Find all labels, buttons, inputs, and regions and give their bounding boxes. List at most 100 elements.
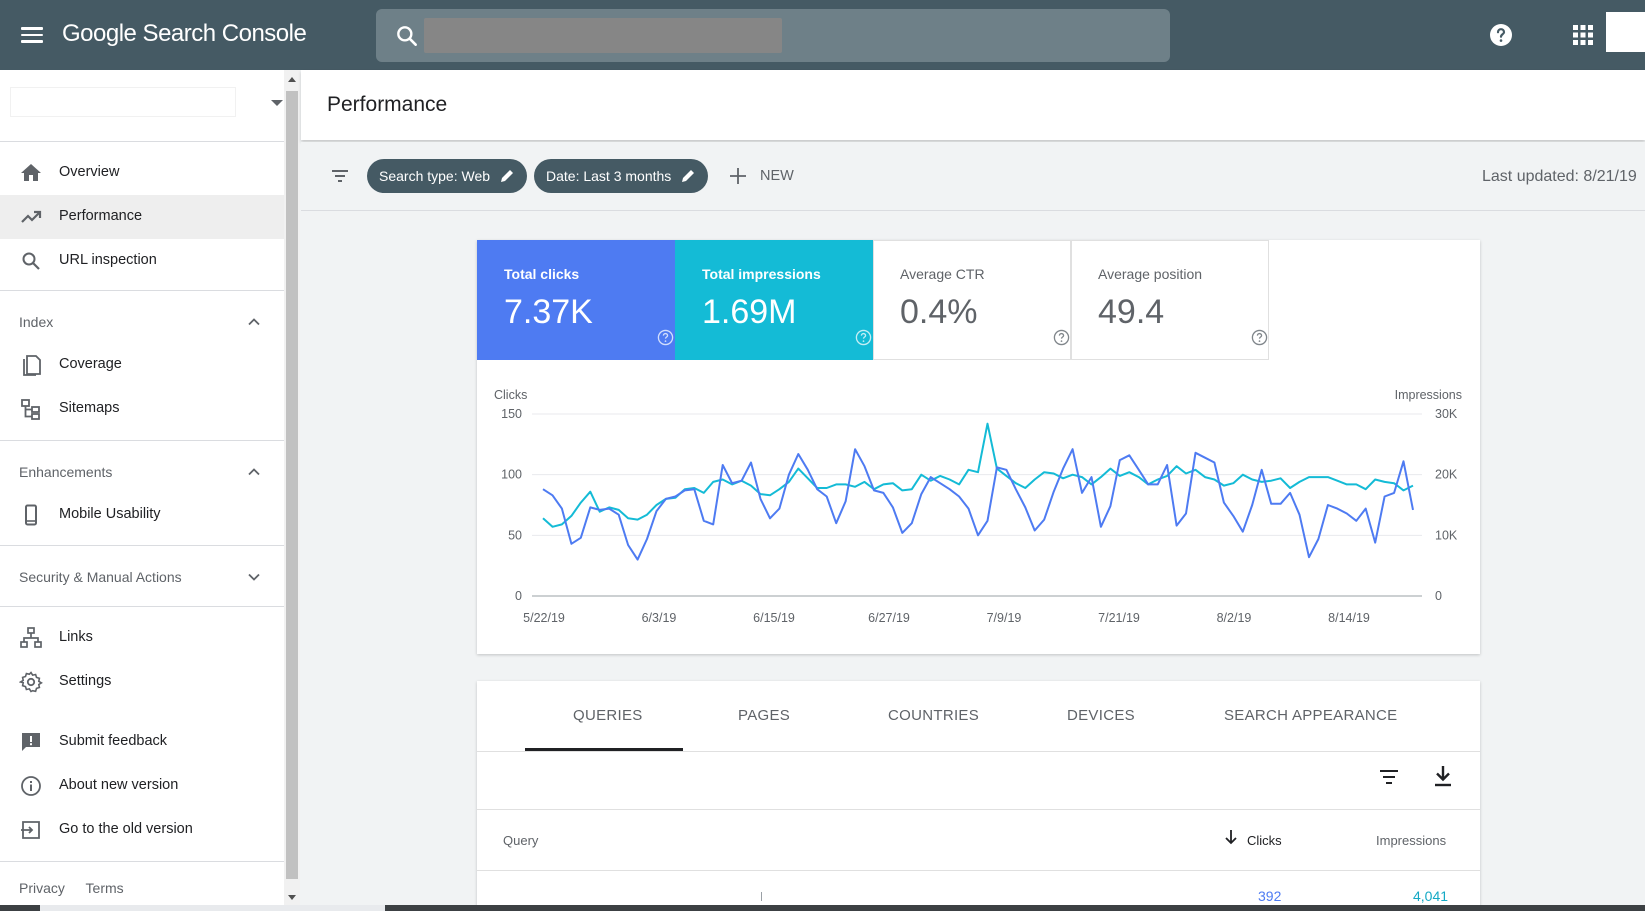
tab-pages[interactable]: PAGES (738, 707, 791, 724)
sidebar-item-submit-feedback[interactable]: Submit feedback (0, 720, 284, 764)
metric-total-impressions[interactable]: Total impressions 1.69M (675, 240, 873, 360)
sidebar-item-about-new-version[interactable]: About new version (0, 764, 284, 808)
product-logo[interactable]: Google Search Console (62, 20, 307, 48)
privacy-link[interactable]: Privacy (19, 880, 65, 896)
metric-average-ctr[interactable]: Average CTR 0.4% (873, 240, 1071, 360)
help-outline-icon[interactable] (855, 329, 872, 346)
sidebar-item-url-inspection[interactable]: URL inspection (0, 239, 284, 283)
help-outline-icon[interactable] (1251, 329, 1268, 346)
page-title: Performance (327, 93, 448, 116)
info-icon (21, 776, 41, 796)
phone-icon (25, 504, 37, 526)
download-icon[interactable] (1432, 764, 1454, 788)
sidebar-item-sitemaps[interactable]: Sitemaps (0, 387, 284, 431)
y-tick-label: 50 (508, 528, 522, 542)
column-header-clicks[interactable]: Clicks (1247, 833, 1282, 848)
sidebar-item-mobile-usability[interactable]: Mobile Usability (0, 493, 284, 537)
column-header-query[interactable]: Query (503, 833, 539, 848)
chip-label: Date: Last 3 months (546, 168, 672, 184)
sidebar-item-label: Submit feedback (59, 733, 168, 749)
metric-value: 7.37K (504, 293, 593, 331)
metric-label: Average CTR (900, 266, 985, 282)
sidebar-item-overview[interactable]: Overview (0, 151, 284, 195)
column-header-impressions[interactable]: Impressions (1376, 833, 1447, 848)
sidebar-scroll-thumb[interactable] (286, 91, 298, 879)
plus-icon (730, 168, 746, 184)
tab-devices[interactable]: DEVICES (1067, 707, 1135, 724)
series-line-clicks[interactable] (542, 448, 1414, 561)
scroll-down-arrow[interactable] (288, 895, 296, 900)
links-icon (20, 627, 42, 648)
date-filter-chip[interactable]: Date: Last 3 months (534, 159, 709, 193)
metric-average-position[interactable]: Average position 49.4 (1071, 240, 1269, 360)
chevron-down-icon[interactable] (271, 100, 283, 106)
sidebar-item-label: Coverage (59, 356, 122, 372)
last-updated-text: Last updated: 8/21/19 (1482, 168, 1637, 185)
sidebar-item-label: Overview (59, 164, 120, 180)
row-clicks-value: 392 (1258, 888, 1282, 904)
property-selector[interactable] (10, 87, 236, 117)
search-type-filter-chip[interactable]: Search type: Web (367, 159, 528, 193)
chevron-up-icon[interactable] (247, 465, 261, 479)
sidebar-footer: Privacy Terms (19, 880, 141, 896)
search-query-redacted (424, 18, 782, 53)
metric-value: 0.4% (900, 293, 978, 331)
scroll-up-arrow[interactable] (288, 77, 296, 82)
sidebar-divider (0, 290, 284, 291)
metric-value: 1.69M (702, 293, 797, 331)
sidebar-item-performance[interactable]: Performance (0, 195, 284, 239)
new-filter-button[interactable]: NEW (728, 166, 794, 186)
apps-grid-icon[interactable] (1572, 24, 1594, 46)
bottom-taskbar (0, 905, 1645, 911)
sidebar-divider (0, 141, 284, 142)
chip-label: Search type: Web (379, 168, 491, 184)
section-security-heading[interactable]: Security & Manual Actions (19, 569, 182, 585)
x-tick-label: 8/2/19 (1217, 611, 1252, 625)
sidebar-divider (0, 861, 284, 862)
gear-icon (19, 671, 43, 693)
series-line-impressions[interactable] (542, 422, 1414, 528)
sidebar-item-links[interactable]: Links (0, 616, 284, 660)
chevron-down-icon[interactable] (247, 570, 261, 584)
account-avatar[interactable] (1606, 12, 1645, 52)
sidebar-item-label: Links (59, 629, 93, 645)
hamburger-icon[interactable] (20, 23, 44, 47)
taskbar-segment (40, 905, 385, 911)
chevron-up-icon[interactable] (247, 315, 261, 329)
row-impressions-value: 4,041 (1413, 888, 1449, 904)
filter-icon[interactable] (330, 166, 350, 186)
new-filter-label: NEW (760, 168, 794, 184)
right-axis-title: Impressions (1395, 388, 1462, 402)
terms-link[interactable]: Terms (85, 880, 124, 896)
data-table-card (477, 681, 1480, 911)
trending-up-icon (21, 210, 42, 223)
section-enhancements-heading[interactable]: Enhancements (19, 464, 113, 480)
home-icon (21, 164, 41, 181)
x-tick-label: 7/9/19 (987, 611, 1022, 625)
tab-search-appearance[interactable]: SEARCH APPEARANCE (1224, 707, 1398, 724)
sidebar-item-old-version[interactable]: Go to the old version (0, 808, 284, 852)
sidebar-item-settings[interactable]: Settings (0, 660, 284, 704)
tab-queries[interactable]: QUERIES (573, 707, 643, 724)
sidebar-divider (0, 606, 284, 607)
query-text-redacted (761, 892, 762, 901)
y-tick-label: 150 (501, 407, 522, 421)
help-outline-icon[interactable] (657, 329, 674, 346)
help-icon[interactable] (1489, 23, 1513, 47)
sort-desc-arrow-icon[interactable] (1224, 829, 1238, 845)
sidebar-item-coverage[interactable]: Coverage (0, 343, 284, 387)
coverage-icon (23, 355, 41, 376)
metric-label: Total impressions (702, 266, 821, 282)
left-axis-title: Clicks (494, 388, 527, 402)
table-filter-icon[interactable] (1378, 766, 1400, 788)
y-tick-label: 100 (501, 468, 522, 482)
help-outline-icon[interactable] (1053, 329, 1070, 346)
search-input[interactable] (376, 9, 1170, 62)
y2-tick-label: 10K (1435, 528, 1458, 542)
metric-total-clicks[interactable]: Total clicks 7.37K (477, 240, 675, 360)
section-index-heading[interactable]: Index (19, 314, 54, 330)
x-tick-label: 6/15/19 (753, 611, 795, 625)
x-tick-label: 6/3/19 (642, 611, 677, 625)
tab-countries[interactable]: COUNTRIES (888, 707, 980, 724)
